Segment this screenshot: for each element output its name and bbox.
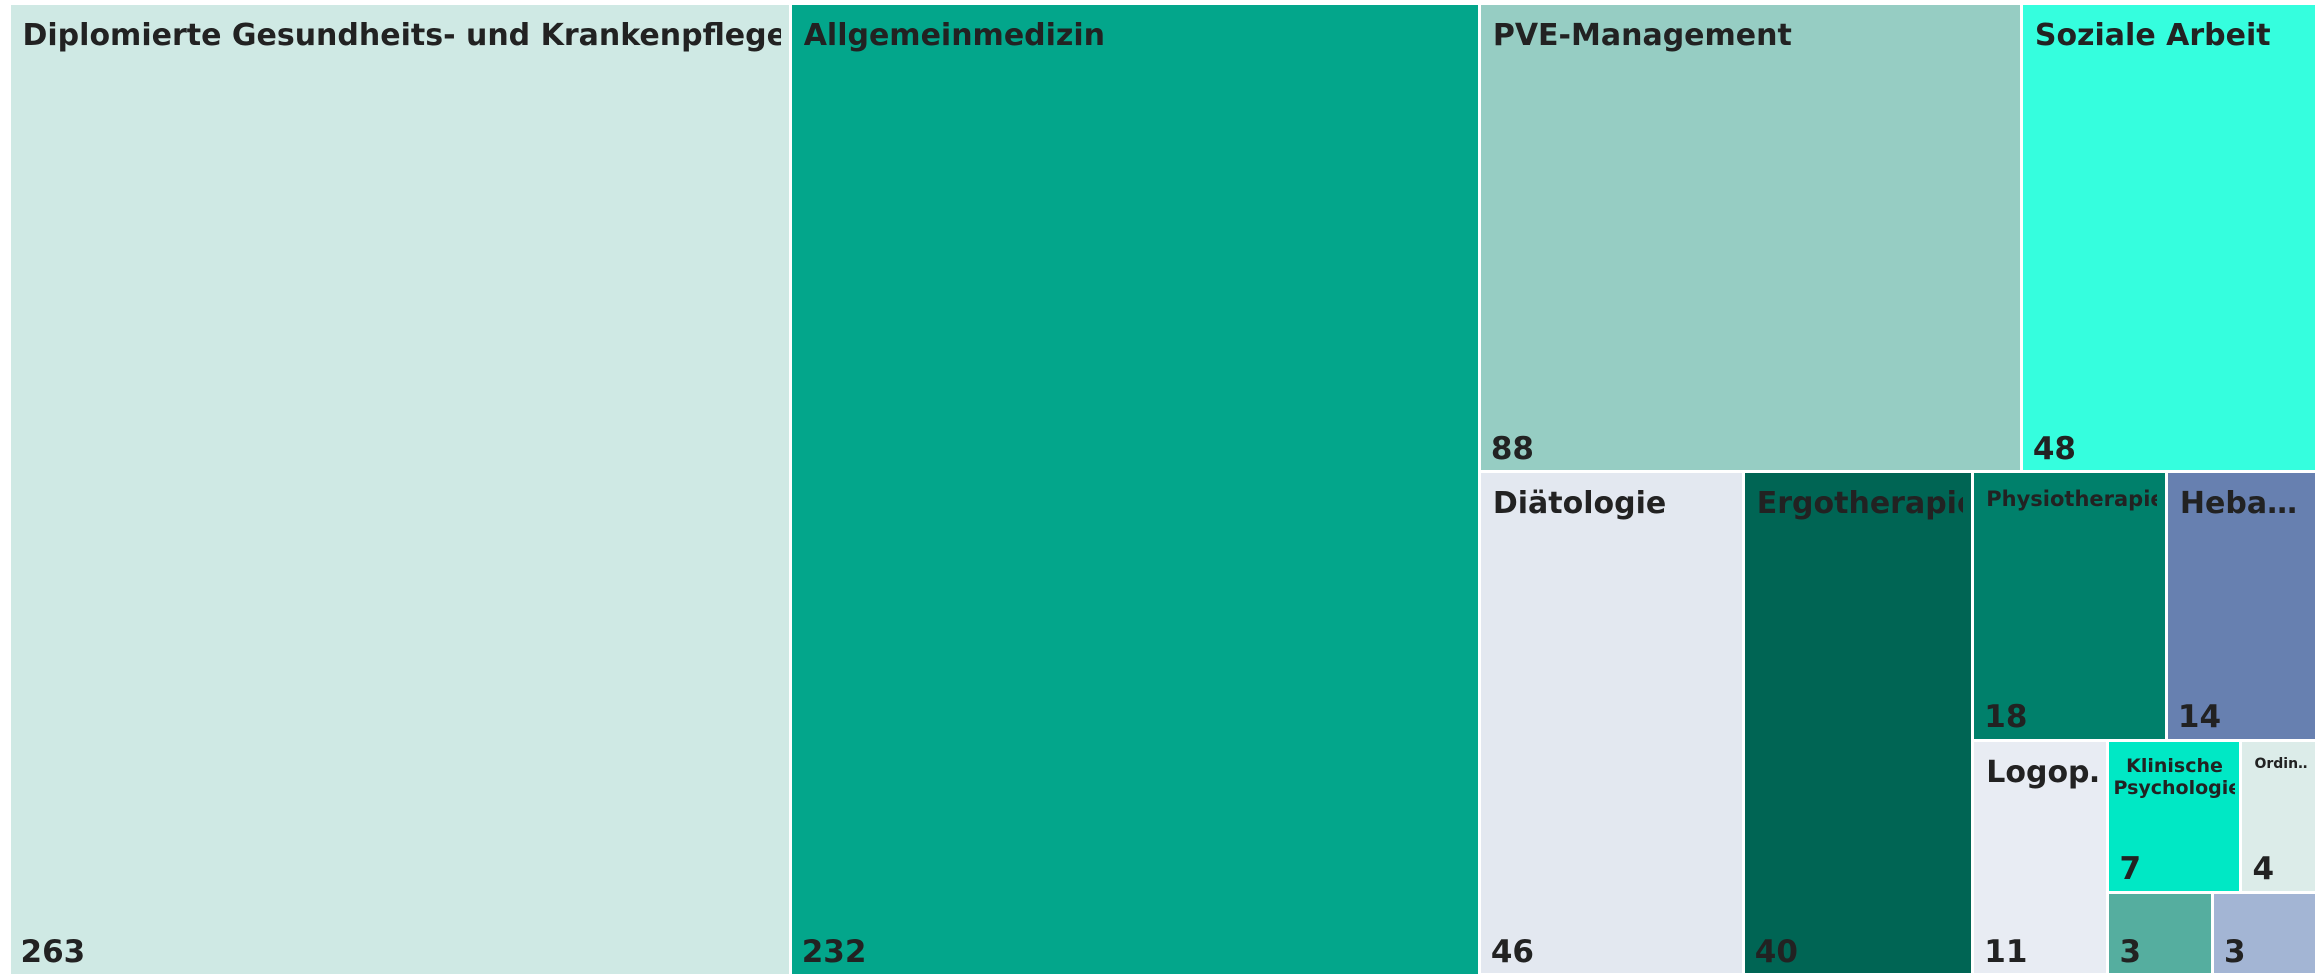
tile-value: 232	[801, 934, 867, 971]
tile: Diplomierte Gesundheits- und Krankenpfle…	[10, 4, 789, 974]
tile-label: Ergotherapie	[1756, 487, 1964, 522]
tile: 3	[2213, 893, 2316, 974]
tile-value: 7	[2119, 851, 2142, 888]
tile: Allgemeinmedizin 232	[791, 4, 1478, 974]
tile-label: Logop…	[1986, 755, 2098, 790]
tile: Klinische Psychologie 7	[2109, 741, 2240, 891]
tile: Ordin… 4	[2242, 741, 2316, 891]
tile-label: Diplomierte Gesundheits- und Krankenpfle…	[22, 18, 781, 53]
tile-label: Diätologie	[1492, 487, 1667, 522]
tile: Physiotherapie 18	[1974, 473, 2165, 739]
tile-value: 11	[1984, 934, 2028, 971]
tile: Logop… 11	[1974, 741, 2107, 974]
tile: Ergotherapie 40	[1744, 473, 1972, 974]
tile-label: PVE-Management	[1492, 18, 1792, 53]
tile: Heba… 14	[2167, 473, 2316, 739]
tile-value: 88	[1490, 431, 1534, 468]
tile-value: 263	[20, 934, 86, 971]
tile-value: 46	[1490, 934, 1534, 971]
tile: 3	[2109, 893, 2211, 974]
tile: Soziale Arbeit 48	[2022, 4, 2316, 471]
tile-label: Klinische Psychologie	[2113, 755, 2236, 799]
tile-label: Physiotherapie	[1986, 487, 2157, 512]
tile-value: 40	[1754, 934, 1798, 971]
tile-value: 3	[2223, 934, 2246, 971]
tile-value: 48	[2032, 431, 2076, 468]
tile-value: 14	[2177, 699, 2222, 736]
tile-label: Heba…	[2179, 487, 2298, 522]
tile-label: Allgemeinmedizin	[803, 18, 1106, 53]
tile-label: Ordin…	[2254, 755, 2308, 772]
tile-value: 4	[2252, 851, 2275, 888]
tile-label: Soziale Arbeit	[2034, 18, 2271, 53]
tile-value: 18	[1984, 699, 2028, 736]
tile-value: 3	[2119, 934, 2142, 971]
tile: Diätologie 46	[1480, 473, 1742, 974]
tile: PVE-Management 88	[1480, 4, 2020, 471]
